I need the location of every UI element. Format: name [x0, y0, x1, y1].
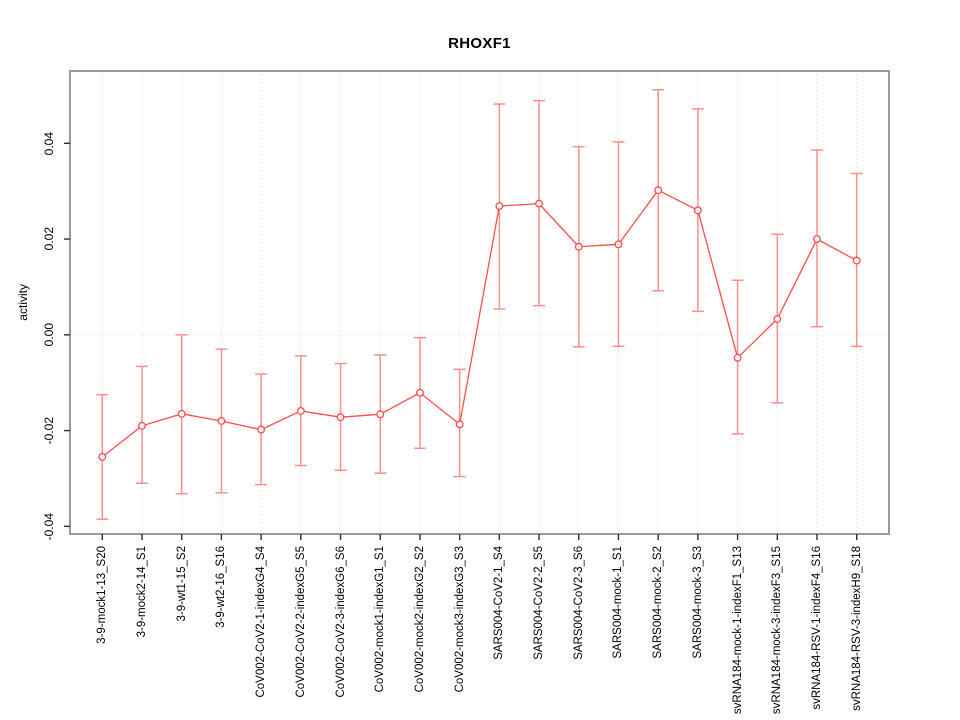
x-tick-label-text: 3-9-wt1-15_S2 [175, 546, 188, 622]
y-tick-label-text: 0.02 [41, 227, 56, 251]
x-tick-label-text: CoV002-mock1-indexG1_S1 [374, 546, 387, 693]
data-line [101, 189, 858, 458]
data-points [98, 186, 861, 461]
x-tick-label-text: SARS004-mock-1_S1 [612, 546, 625, 659]
data-point [614, 240, 623, 249]
y-tick-label-text: -0.02 [41, 416, 56, 445]
x-tick-label: svRNA184-RSV-1-indexF4_S16 [810, 546, 824, 714]
gridlines [70, 71, 889, 534]
data-point [98, 452, 107, 461]
axis-ticks [64, 142, 858, 540]
data-point [654, 186, 663, 195]
x-tick-label-text: svRNA184-RSV-3-indexH9_S18 [850, 546, 863, 711]
x-tick-label-text: CoV002-CoV2-3-indexG6_S6 [334, 546, 347, 698]
series-line [101, 189, 858, 458]
x-tick-label-text: SARS004-mock-2_S2 [652, 546, 665, 659]
x-tick-label: svRNA184-mock-3-indexF3_S15 [770, 546, 784, 718]
x-tick-label: CoV002-CoV2-1-indexG4_S4 [254, 546, 268, 702]
data-point [693, 206, 702, 215]
data-point [257, 425, 266, 434]
x-tick-label-text: SARS004-CoV2-2_S5 [533, 546, 546, 660]
y-tick-label: 0.04 [40, 83, 57, 203]
y-tick-label-text: -0.04 [41, 512, 56, 540]
x-tick-label: CoV002-mock1-indexG1_S1 [373, 546, 387, 696]
data-point [813, 235, 821, 244]
x-tick-label-text: SARS004-mock-3_S3 [691, 546, 704, 659]
chart-title: RHOXF1 [448, 35, 511, 52]
data-point [455, 420, 464, 429]
x-tick-label: 3-9-wt1-15_S2 [175, 546, 189, 625]
x-tick-label: SARS004-CoV2-2_S5 [532, 546, 546, 664]
x-tick-label-text: svRNA184-mock-1-indexF1_S13 [731, 546, 744, 715]
x-tick-label: svRNA184-mock-1-indexF1_S13 [731, 546, 745, 718]
x-tick-label-text: CoV002-mock3-indexG3_S3 [453, 546, 466, 693]
data-point [852, 256, 861, 265]
x-tick-label-text: svRNA184-mock-3-indexF3_S15 [771, 546, 784, 715]
y-tick-label-text: 0.04 [41, 131, 56, 155]
data-point [376, 410, 385, 419]
x-tick-label-text: svRNA184-RSV-1-indexF4_S16 [810, 546, 823, 710]
x-tick-label-text: CoV002-mock2-indexG2_S2 [413, 546, 426, 693]
plot-box [69, 70, 890, 535]
data-point [217, 417, 226, 425]
x-tick-label: SARS004-mock-2_S2 [651, 546, 665, 663]
x-tick-label: CoV002-CoV2-3-indexG6_S6 [334, 546, 348, 702]
x-tick-label-text: 3-9-wt2-16_S16 [215, 546, 228, 628]
data-point [574, 242, 583, 251]
x-tick-label: CoV002-CoV2-2-indexG5_S5 [294, 546, 308, 702]
x-tick-label-text: SARS004-CoV2-1_S4 [493, 546, 506, 660]
error-bars [96, 88, 863, 520]
x-tick-label-text: 3-9-mock2-14_S1 [136, 546, 148, 638]
x-tick-label: 3-9-mock1-13_S20 [95, 546, 109, 648]
data-point [138, 421, 146, 430]
data-point [773, 315, 782, 323]
data-point [415, 388, 424, 397]
x-tick-label-text: SARS004-CoV2-3_S6 [572, 546, 585, 660]
x-tick-label-text: CoV002-CoV2-1-indexG4_S4 [255, 546, 268, 698]
plot-border [69, 70, 890, 535]
data-point [733, 353, 742, 362]
x-tick-label: SARS004-CoV2-3_S6 [572, 546, 586, 664]
x-tick-label: svRNA184-RSV-3-indexH9_S18 [850, 546, 864, 715]
data-point [296, 406, 305, 415]
x-tick-label: 3-9-mock2-14_S1 [135, 546, 149, 641]
data-point [177, 409, 186, 418]
x-tick-label: SARS004-mock-1_S1 [611, 546, 625, 663]
data-point [336, 413, 345, 422]
x-tick-label: CoV002-mock2-indexG2_S2 [413, 546, 427, 696]
x-tick-label-text: CoV002-CoV2-2-indexG5_S5 [294, 546, 307, 698]
x-tick-label: SARS004-mock-3_S3 [691, 546, 705, 663]
x-tick-label: 3-9-wt2-16_S16 [214, 546, 228, 632]
y-tick-label-text: 0.00 [41, 323, 56, 347]
data-point [495, 202, 504, 210]
x-tick-label-text: 3-9-mock1-13_S20 [96, 546, 109, 644]
x-tick-label: SARS004-CoV2-1_S4 [492, 546, 506, 664]
data-point [535, 199, 544, 208]
x-tick-label: CoV002-mock3-indexG3_S3 [453, 546, 467, 696]
